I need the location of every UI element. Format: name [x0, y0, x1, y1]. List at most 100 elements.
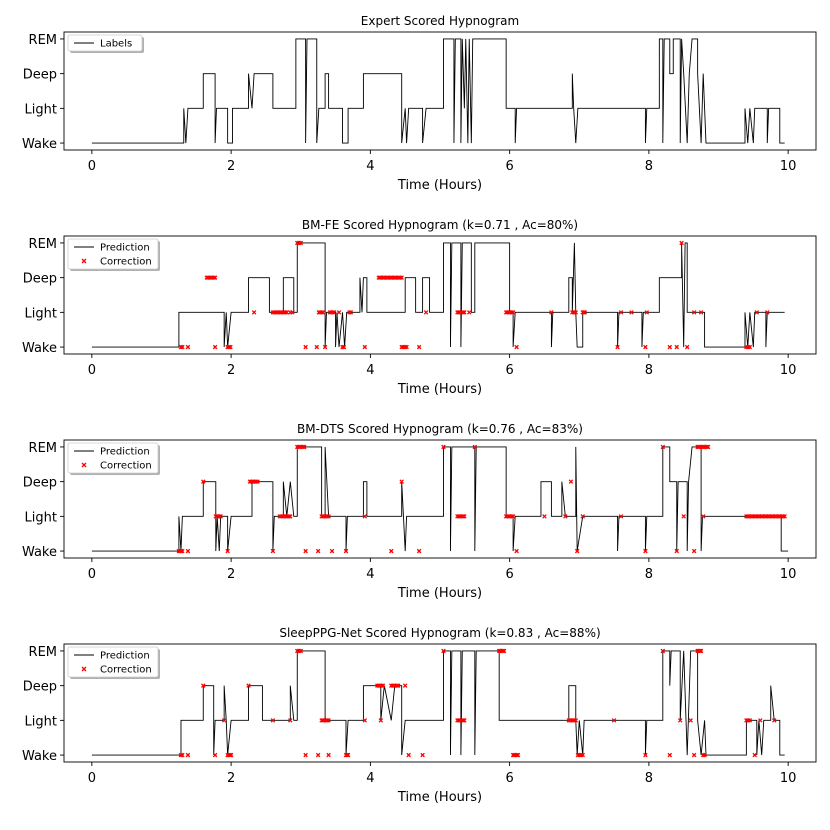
correction-marker — [270, 548, 276, 554]
y-tick-label: Wake — [22, 545, 57, 560]
correction-marker — [329, 548, 335, 554]
correction-marker — [758, 718, 763, 723]
correction-marker — [747, 344, 753, 350]
correction-marker — [752, 752, 757, 758]
correction-marker — [643, 548, 648, 554]
correction-marker — [700, 514, 706, 519]
y-tick-label: Deep — [23, 476, 57, 491]
correction-marker — [288, 514, 293, 519]
x-tick-label: 4 — [366, 567, 374, 582]
y-tick-label: Light — [25, 306, 57, 321]
correction-marker — [228, 344, 233, 350]
correction-marker — [580, 752, 586, 758]
correction-marker — [380, 683, 386, 688]
correction-marker — [423, 310, 429, 315]
chart-title: Expert Scored Hypnogram — [361, 14, 519, 28]
correction-marker — [629, 310, 634, 315]
correction-marker — [185, 548, 191, 554]
correction-marker — [331, 310, 337, 315]
correction-marker — [514, 752, 520, 758]
correction-marker — [615, 344, 620, 350]
correction-marker — [345, 752, 351, 758]
correction-marker — [399, 275, 404, 280]
x-tick-label: 10 — [780, 159, 797, 174]
correction-marker — [212, 344, 218, 350]
correction-marker — [441, 648, 446, 654]
correction-marker — [303, 548, 308, 554]
correction-marker — [340, 344, 345, 350]
correction-marker — [611, 718, 617, 723]
y-tick-label: Deep — [23, 68, 57, 83]
correction-marker — [679, 240, 684, 246]
chart-panel-2: BM-FE Scored Hypnogram (k=0.71 , Ac=80%)… — [22, 218, 817, 397]
y-tick-label: REM — [29, 645, 57, 660]
correction-marker — [326, 514, 331, 519]
x-tick-label: 8 — [645, 567, 653, 582]
correction-marker — [303, 752, 308, 758]
correction-marker — [509, 514, 514, 519]
y-tick-label: Deep — [23, 272, 57, 287]
correction-marker — [509, 310, 514, 315]
correction-marker — [501, 648, 507, 654]
correction-marker — [180, 344, 185, 350]
correction-marker — [211, 275, 216, 280]
correction-marker — [185, 752, 191, 758]
correction-marker — [200, 683, 206, 688]
correction-marker — [301, 444, 307, 450]
x-tick-label: 0 — [88, 771, 96, 786]
correction-marker — [472, 444, 478, 450]
correction-marker — [460, 718, 466, 723]
correction-marker — [200, 479, 206, 484]
correction-marker — [681, 514, 686, 519]
y-tick-label: REM — [29, 441, 57, 456]
correction-marker — [674, 344, 680, 350]
correction-marker — [406, 752, 411, 758]
correction-marker — [515, 752, 521, 758]
correction-marker — [667, 344, 673, 350]
correction-marker — [315, 548, 321, 554]
x-tick-label: 2 — [227, 567, 235, 582]
x-tick-label: 6 — [505, 159, 513, 174]
correction-marker — [298, 648, 304, 654]
x-tick-label: 8 — [645, 771, 653, 786]
correction-marker — [574, 548, 580, 554]
correction-marker — [362, 718, 368, 723]
plot-frame — [63, 31, 817, 151]
plot-frame — [63, 235, 817, 355]
correction-marker — [462, 718, 467, 723]
correction-marker — [460, 310, 466, 315]
correction-marker — [336, 310, 342, 315]
x-tick-label: 0 — [88, 363, 96, 378]
correction-marker — [283, 310, 288, 315]
chart-title: BM-FE Scored Hypnogram (k=0.71 , Ac=80%) — [302, 218, 578, 232]
y-tick-label: Wake — [22, 137, 57, 152]
legend-label: Correction — [100, 665, 152, 676]
correction-marker — [780, 514, 786, 519]
correction-marker — [549, 310, 554, 315]
correction-marker — [660, 444, 666, 450]
plot-frame — [63, 643, 817, 763]
correction-marker — [320, 310, 326, 315]
correction-marker — [178, 548, 184, 554]
correction-marker — [378, 718, 384, 723]
correction-marker — [420, 752, 425, 758]
correction-marker — [270, 718, 276, 723]
correction-marker — [500, 648, 506, 654]
correction-marker — [568, 479, 574, 484]
correction-marker — [315, 752, 321, 758]
y-tick-label: Wake — [22, 341, 57, 356]
legend-label: Prediction — [100, 447, 150, 458]
x-tick-label: 10 — [780, 771, 797, 786]
y-tick-label: Light — [25, 102, 57, 117]
legend: Prediction Correction — [67, 646, 160, 679]
correction-marker — [178, 752, 184, 758]
correction-marker — [667, 752, 673, 758]
chart-panel-3: BM-DTS Scored Hypnogram (k=0.76 , Ac=83%… — [22, 422, 817, 601]
correction-marker — [284, 310, 290, 315]
correction-marker — [404, 344, 409, 350]
x-tick-label: 8 — [645, 159, 653, 174]
legend-marker-swatch — [81, 462, 87, 468]
correction-marker — [226, 344, 232, 350]
correction-marker — [330, 310, 336, 315]
